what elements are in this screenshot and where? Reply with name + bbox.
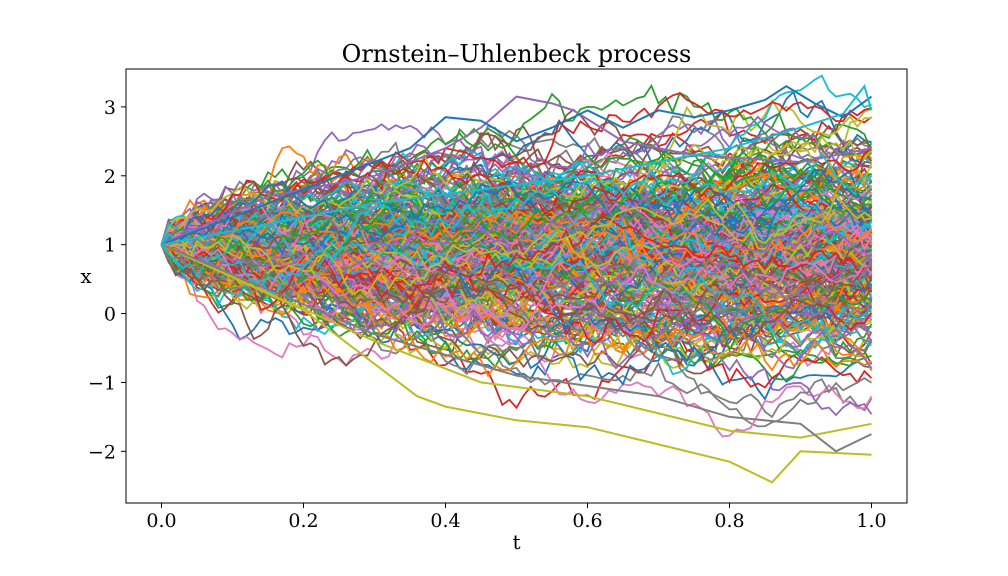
x-axis-label: t: [512, 530, 520, 554]
series-group: [160, 74, 873, 484]
x-tick-label: 0.4: [430, 510, 460, 532]
series-line: [161, 243, 873, 369]
y-axis-label: x: [80, 264, 92, 288]
series-line-extreme: [161, 84, 873, 246]
series-line: [160, 222, 873, 345]
series-line: [161, 219, 873, 324]
series-line: [161, 212, 872, 337]
x-tick-label: 0.2: [288, 510, 318, 532]
plot-frame: [125, 68, 908, 504]
y-tick-label: 1: [104, 235, 116, 257]
x-tick-label: 0.0: [146, 510, 176, 532]
y-axis: −2 −1 0 1 2 3: [88, 97, 126, 463]
series-line: [160, 190, 872, 307]
series-line-extreme: [161, 243, 872, 439]
x-tick-label: 0.6: [572, 510, 602, 532]
series-line-extreme: [161, 243, 872, 453]
x-tick-label: 0.8: [714, 510, 744, 532]
series-line: [161, 202, 872, 279]
y-tick-label: −2: [88, 441, 116, 463]
y-tick-label: 3: [104, 97, 116, 119]
x-tick-label: 1.0: [856, 510, 886, 532]
series-line-extreme: [161, 95, 872, 246]
y-tick-label: −1: [88, 372, 116, 394]
x-axis: 0.0 0.2 0.4 0.6 0.8 1.0: [146, 503, 887, 532]
chart-title: Ornstein–Uhlenbeck process: [342, 40, 692, 68]
series-line: [160, 244, 872, 367]
series-line-extreme: [161, 85, 873, 246]
y-tick-label: 0: [104, 304, 116, 326]
series-line: [161, 180, 873, 246]
series-line: [161, 215, 872, 311]
series-line: [160, 151, 873, 296]
series-line: [161, 243, 873, 331]
series-line: [160, 244, 873, 348]
series-line: [161, 192, 873, 296]
series-line: [160, 172, 873, 256]
series-line: [161, 195, 873, 270]
series-line-extreme: [161, 243, 872, 484]
y-tick-label: 2: [104, 166, 116, 188]
series-line: [161, 204, 873, 319]
